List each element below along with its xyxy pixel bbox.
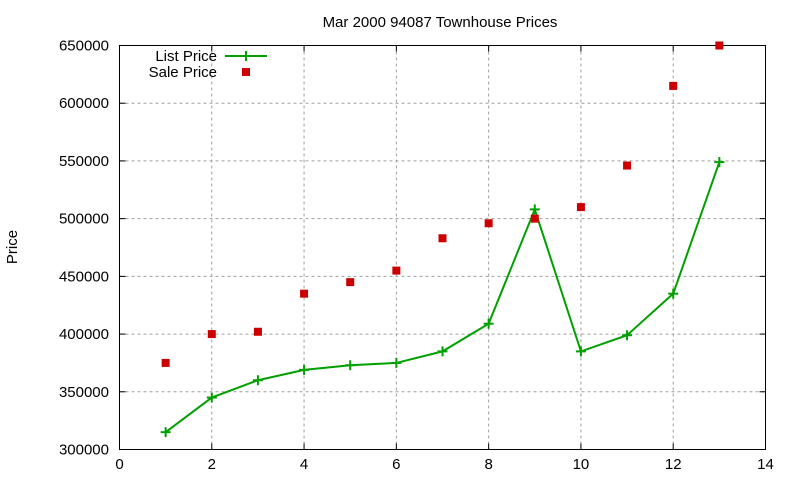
- x-tick-label: 12: [665, 456, 682, 473]
- x-tick-label: 2: [208, 456, 216, 473]
- square-marker: [530, 214, 539, 223]
- x-tick-label: 0: [115, 456, 123, 473]
- square-marker: [392, 266, 401, 275]
- x-axis-ticks: 0 2 4 6 8 10 12 14: [115, 45, 774, 473]
- square-marker: [438, 234, 447, 243]
- square-marker: [242, 68, 250, 76]
- plot-series: [160, 41, 725, 438]
- square-marker: [207, 330, 216, 339]
- plot-frame: [119, 45, 766, 450]
- square-marker: [623, 161, 632, 170]
- y-tick-label: 500000: [59, 211, 109, 228]
- y-tick-label: 350000: [59, 384, 109, 401]
- x-tick-label: 6: [392, 456, 400, 473]
- square-marker: [669, 81, 678, 90]
- y-tick-label: 300000: [59, 442, 109, 459]
- y-tick-label: 400000: [59, 326, 109, 343]
- x-tick-label: 14: [757, 456, 774, 473]
- square-marker: [715, 41, 724, 50]
- square-marker: [576, 203, 585, 212]
- x-tick-label: 4: [300, 456, 308, 473]
- square-marker: [253, 327, 262, 336]
- y-tick-label: 650000: [59, 38, 109, 55]
- y-tick-label: 600000: [59, 95, 109, 112]
- y-axis-ticks: 300000 350000 400000 450000 500000 550000 6000…: [59, 38, 766, 459]
- x-tick-label: 10: [573, 456, 590, 473]
- axes: [119, 45, 766, 450]
- grid-lines: [119, 45, 766, 450]
- legend-label: Sale Price: [149, 64, 217, 81]
- series-list-price: [160, 157, 725, 438]
- chart-title: Mar 2000 94087 Townhouse Prices: [323, 14, 558, 31]
- square-marker: [300, 289, 309, 298]
- square-marker: [161, 358, 170, 367]
- y-tick-label: 450000: [59, 268, 109, 285]
- x-tick-label: 8: [484, 456, 492, 473]
- y-axis-label: Price: [4, 230, 21, 264]
- square-marker: [346, 278, 355, 287]
- series-sale-price: [161, 41, 724, 367]
- legend-label: List Price: [155, 48, 217, 65]
- y-tick-label: 550000: [59, 153, 109, 170]
- square-marker: [484, 219, 493, 228]
